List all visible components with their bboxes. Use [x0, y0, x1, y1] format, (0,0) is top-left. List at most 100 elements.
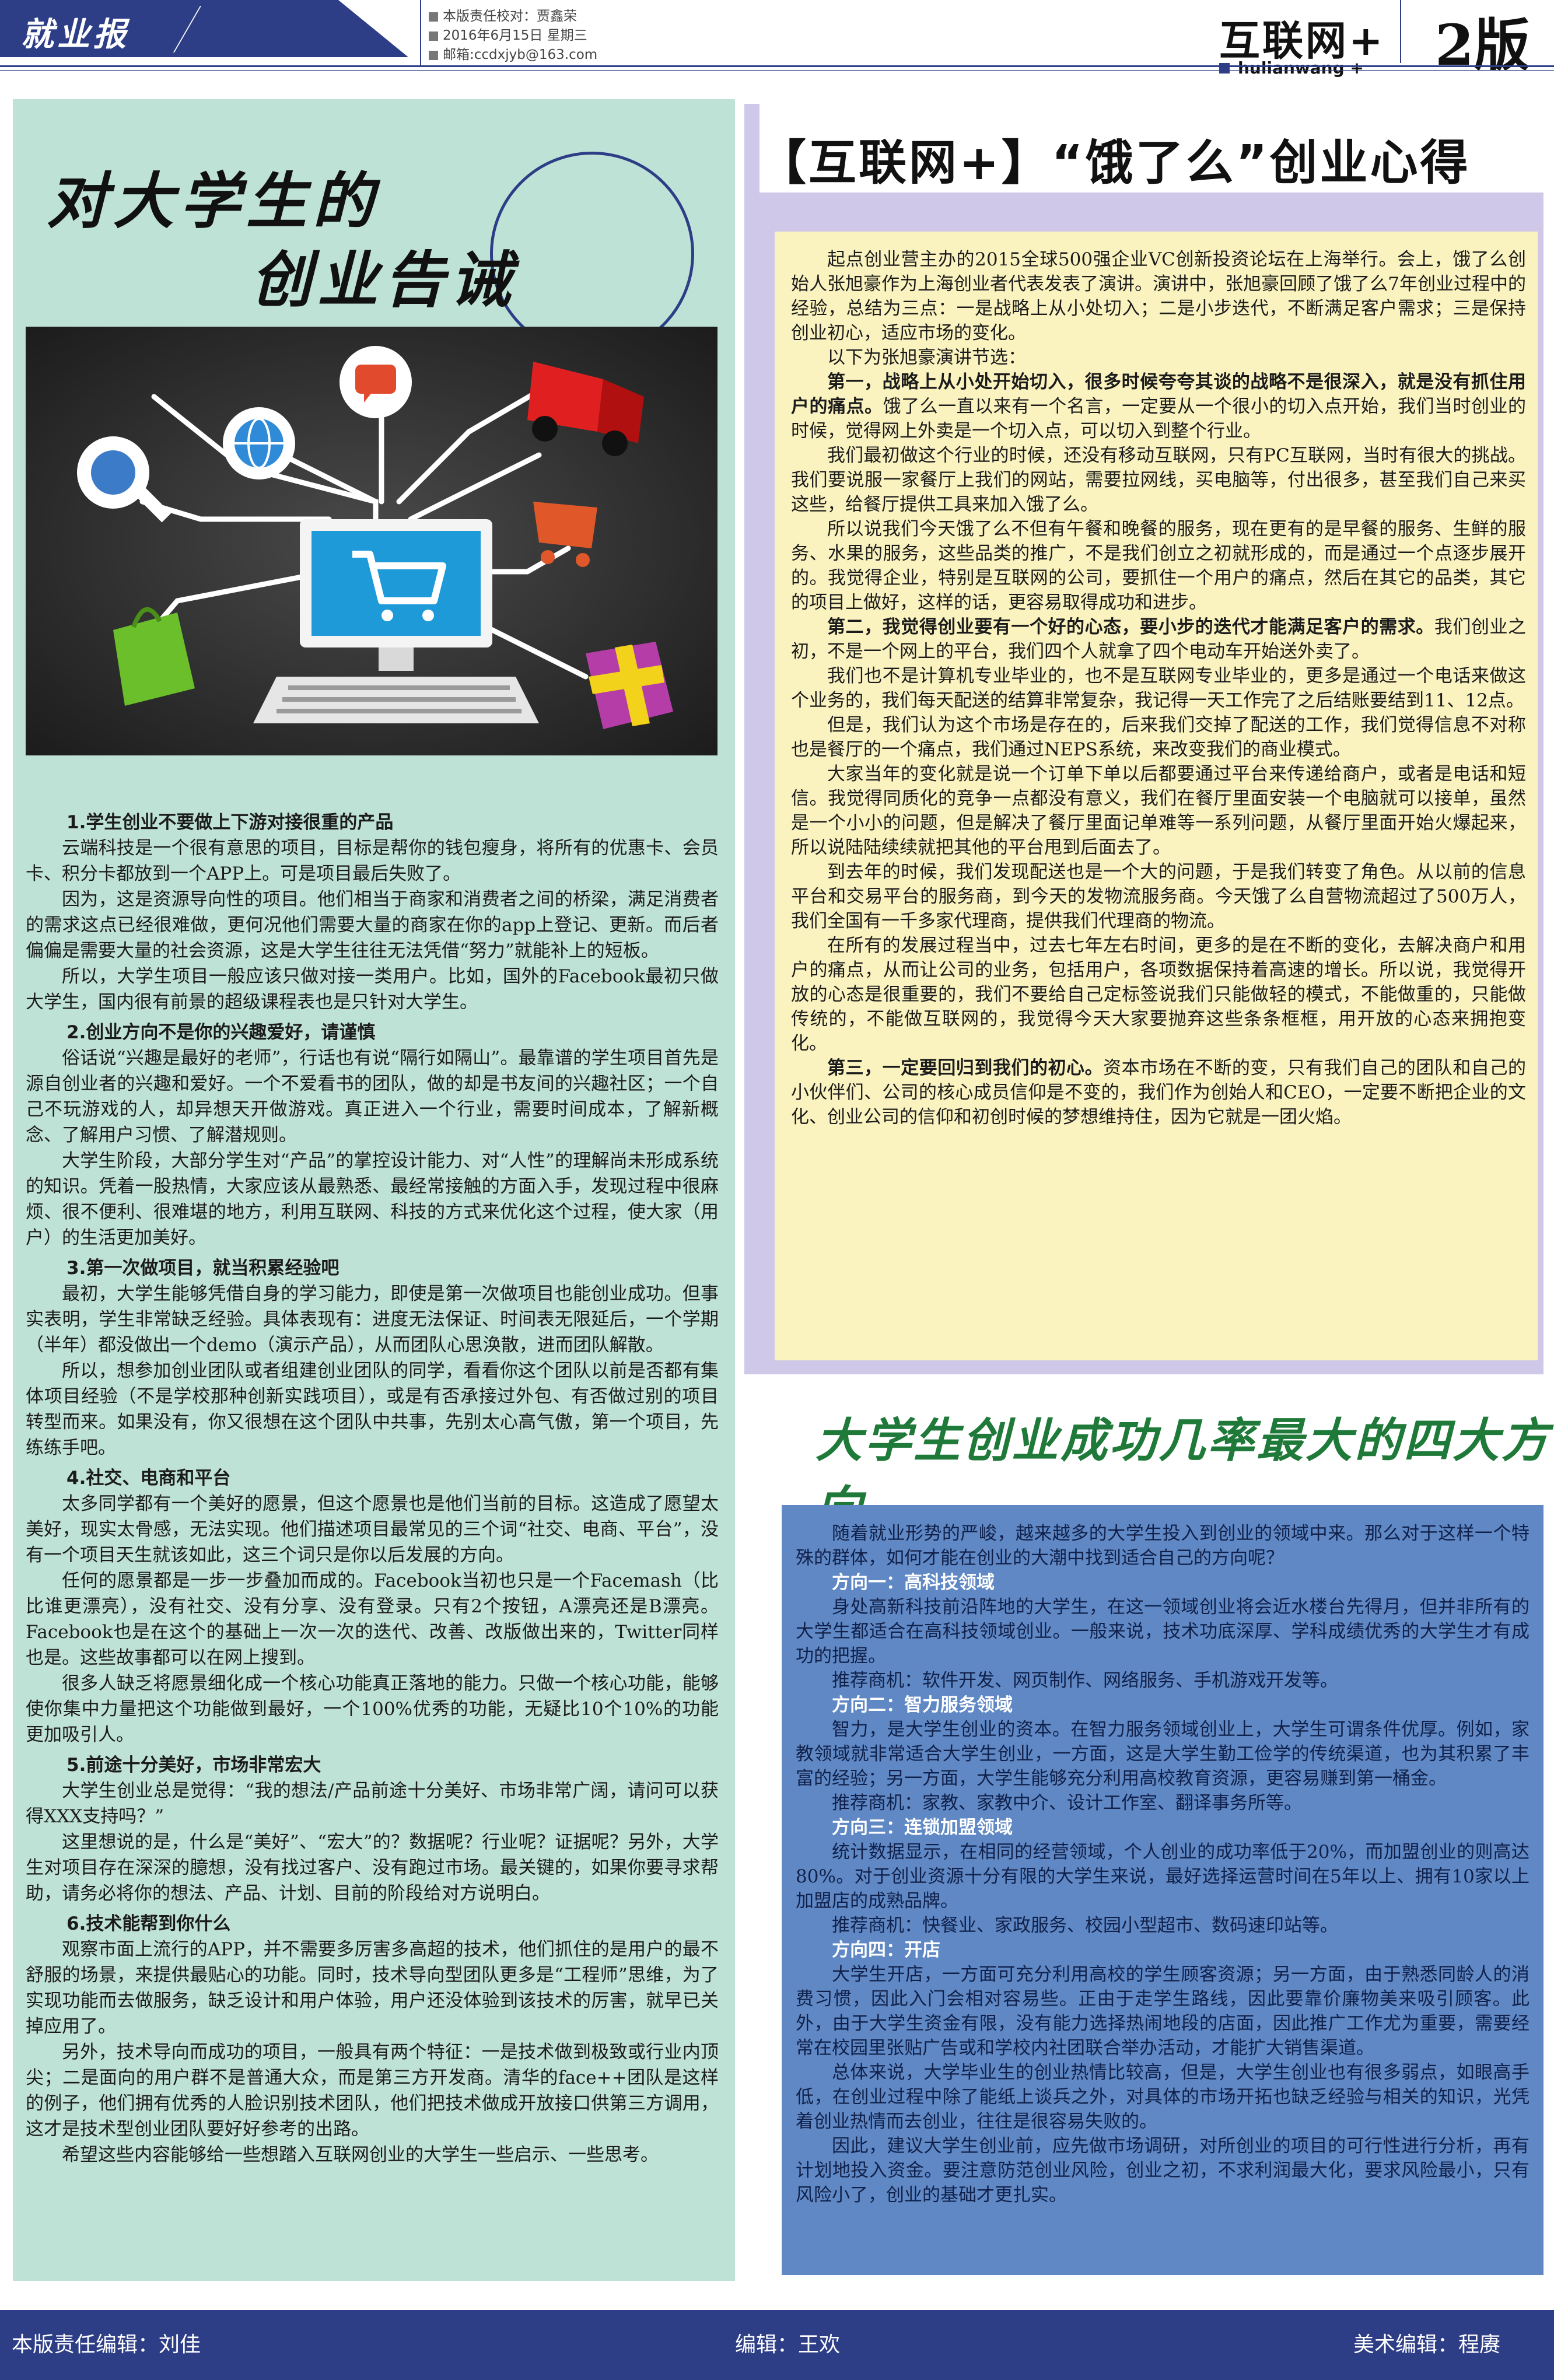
- edition-number: 2版: [1435, 12, 1530, 78]
- left-article-paragraph: 大学生创业总是觉得：“我的想法/产品前途十分美好、市场非常广阔，请问可以获得XX…: [26, 1780, 719, 1827]
- left-article-paragraph: 任何的愿景都是一步一步叠加而成的。Facebook当初也只是一个Facemash…: [26, 1570, 719, 1668]
- masthead-rule-thin: [0, 70, 1554, 71]
- masthead-rule: [0, 65, 1554, 67]
- right-article-paragraph: 在所有的发展过程当中，过去七年左右时间，更多的是在不断的变化，去解决商户和用户的…: [791, 933, 1526, 1056]
- lower-article-paragraph: 推荐商机：家教、家教中介、设计工作室、翻译事务所等。: [832, 1793, 1302, 1814]
- right-article-paragraph: 第二，我觉得创业要有一个好的心态，要小步的迭代才能满足客户的需求。我们创业之初，…: [791, 615, 1526, 664]
- delivery-truck-icon: [527, 362, 644, 456]
- right-article-paragraph: 但是，我们认为这个市场是存在的，后来我们交掉了配送的工作，我们觉得信息不对称也是…: [791, 713, 1526, 762]
- lower-article-paragraph: 因此，建议大学生创业前，应先做市场调研，对所创业的项目的可行性进行分析，再有计划…: [796, 2136, 1530, 2206]
- right-article-title: 【互联网+】“饿了么”创业心得: [758, 135, 1471, 191]
- title-circle-decoration: [490, 152, 694, 356]
- proofreader-line: 本版责任校对：贾鑫荣: [443, 9, 577, 24]
- left-article-paragraph: 太多同学都有一个美好的愿景，但这个愿景也是他们当前的目标。这造成了愿望太美好，现…: [26, 1493, 719, 1566]
- magnifier-icon: [77, 436, 172, 523]
- right-article-point: 第一，战略上从小处开始切入，很多时候夸夸其谈的战略不是很深入，就是没有抓住用户的…: [791, 372, 1526, 417]
- section-title: 互联网+: [1219, 16, 1385, 65]
- right-article-text-box: [775, 232, 1538, 1360]
- right-article-paragraph: 我们也不是计算机专业毕业的，也不是互联网专业毕业的，更多是通过一个电话来做这个业…: [791, 664, 1526, 713]
- footer-art-editor: 美术编辑：程赓: [1353, 2333, 1501, 2357]
- left-article-title-line1: 对大学生的: [47, 165, 380, 237]
- right-article-paragraph: 起点创业营主办的2015全球500强企业VC创新投资论坛在上海举行。会上，饿了么…: [791, 247, 1526, 345]
- section-subtitle: hulianwang +: [1219, 58, 1364, 78]
- chat-bubble-icon: [340, 346, 412, 418]
- lower-article-panel: [782, 1505, 1544, 2275]
- right-article-point: 第二，我觉得创业要有一个好的心态，要小步的迭代才能满足客户的需求。: [827, 617, 1434, 638]
- left-article-paragraph: 所以，大学生项目一般应该只做对接一类用户。比如，国外的Facebook最初只做大…: [26, 966, 719, 1013]
- date-line: 2016年6月15日 星期三: [443, 28, 587, 43]
- left-article-heading: 2.创业方向不是你的兴趣爱好，请谨慎: [66, 1022, 376, 1043]
- footer-editor: 编辑：王欢: [735, 2333, 841, 2357]
- lower-article-heading: 方向二：智力服务领域: [832, 1695, 1013, 1716]
- right-article-paragraph: 我们最初做这个行业的时候，还没有移动互联网，只有PC互联网，当时有很大的挑战。我…: [791, 443, 1526, 517]
- right-article-title-box: [744, 104, 1544, 191]
- right-title-left-bar: [744, 104, 760, 208]
- right-article-paragraph: 第三，一定要回归到我们的初心。资本市场在不断的变，只有我们自己的团队和自己的小伙…: [791, 1056, 1526, 1129]
- right-article-text: 大家当年的变化就是说一个订单下单以后都要通过平台来传递给商户，或者是电话和短信。…: [791, 764, 1526, 858]
- right-title-bottom-bar: [744, 192, 1544, 208]
- left-article-title-line2: 创业告诫: [251, 244, 517, 316]
- email-line: 邮箱:ccdxjyb@163.com: [443, 47, 598, 62]
- left-article-paragraph: 俗话说“兴趣是最好的老师”，行话也有说“隔行如隔山”。最靠谱的学生项目首先是源自…: [26, 1048, 719, 1146]
- shopping-cart-icon: [533, 502, 597, 567]
- right-article-text: 所以说我们今天饿了么不但有午餐和晚餐的服务，现在更有的是早餐的服务、生鲜的服务、…: [791, 519, 1526, 613]
- right-article-text: 在所有的发展过程当中，过去七年左右时间，更多的是在不断的变化，去解决商户和用户的…: [791, 935, 1526, 1054]
- right-article-text: 但是，我们认为这个市场是存在的，后来我们交掉了配送的工作，我们觉得信息不对称也是…: [791, 715, 1526, 760]
- globe-icon: [223, 407, 295, 480]
- masthead-separator: [420, 0, 421, 65]
- left-article-paragraph: 很多人缺乏将愿景细化成一个核心功能真正落地的能力。只做一个核心功能，能够使你集中…: [26, 1673, 719, 1745]
- right-article-text: 我们创业之初，不是一个网上的平台，我们四个人就拿了四个电动车开始送外卖了。: [791, 617, 1527, 662]
- lower-article-heading: 方向三：连锁加盟领域: [832, 1817, 1013, 1838]
- left-article-paragraph: 因为，这是资源导向性的项目。他们相当于商家和消费者之间的桥梁，满足消费者的需求这…: [26, 889, 719, 961]
- left-article-heading: 5.前途十分美好，市场非常宏大: [66, 1755, 321, 1776]
- left-article-paragraph: 观察市面上流行的APP，并不需要多厉害多高超的技术，他们抓住的是用户的最不舒服的…: [26, 1939, 719, 2037]
- right-article-text: 我们也不是计算机专业毕业的，也不是互联网专业毕业的，更多是通过一个电话来做这个业…: [791, 666, 1526, 711]
- left-article-paragraph: 所以，想参加创业团队或者组建创业团队的同学，看看你这个团队以前是否都有集体项目经…: [26, 1360, 719, 1458]
- newspaper-logo-bar: 就业报: [0, 0, 408, 57]
- left-article-paragraph: 大学生阶段，大部分学生对“产品”的掌控设计能力、对“人性”的理解尚未形成系统的知…: [26, 1150, 719, 1248]
- right-article-text: 饿了么一直以来有一个名言，一定要从一个很小的切入点开始，我们当时创业的时候，觉得…: [791, 396, 1527, 442]
- masthead-meta: 本版责任校对：贾鑫荣 2016年6月15日 星期三 邮箱:ccdxjyb@163…: [429, 7, 662, 65]
- right-article-text: 以下为张旭豪演讲节选：: [827, 347, 1026, 368]
- shopping-bag-icon: [113, 607, 195, 706]
- lower-article-paragraph: 身处高新科技前沿阵地的大学生，在这一领域创业将会近水楼台先得月，但并非所有的大学…: [796, 1597, 1530, 1667]
- right-article-paragraph: 所以说我们今天饿了么不但有午餐和晚餐的服务，现在更有的是早餐的服务、生鲜的服务、…: [791, 517, 1526, 615]
- lower-article-paragraph: 推荐商机：软件开发、网页制作、网络服务、手机游戏开发等。: [832, 1670, 1338, 1691]
- newspaper-logo: 就业报: [21, 15, 130, 54]
- lower-article-paragraph: 大学生开店，一方面可充分利用高校的学生顾客资源；另一方面，由于熟悉同龄人的消费习…: [796, 1964, 1530, 2059]
- left-article-heading: 4.社交、电商和平台: [66, 1468, 231, 1489]
- right-article-paragraph: 第一，战略上从小处开始切入，很多时候夸夸其谈的战略不是很深入，就是没有抓住用户的…: [791, 370, 1526, 443]
- right-article-paragraph: 以下为张旭豪演讲节选：: [791, 345, 1526, 370]
- edition-separator: [1400, 0, 1401, 63]
- lower-article-paragraph: 总体来说，大学毕业生的创业热情比较高，但是，大学生创业也有很多弱点，如眼高手低，…: [796, 2062, 1530, 2132]
- lower-article-paragraph: 随着就业形势的严峻，越来越多的大学生投入到创业的领域中来。那么对于这样一个特殊的…: [796, 1523, 1530, 1569]
- right-article-text: 我们最初做这个行业的时候，还没有移动互联网，只有PC互联网，当时有很大的挑战。我…: [791, 445, 1526, 515]
- ecommerce-illustration: [26, 327, 718, 755]
- right-article-body: 起点创业营主办的2015全球500强企业VC创新投资论坛在上海举行。会上，饿了么…: [791, 247, 1526, 1129]
- right-article-paragraph: 到去年的时候，我们发现配送也是一个大的问题，于是我们转变了角色。从以前的信息平台…: [791, 860, 1526, 933]
- lower-article-title: 大学生创业成功几率最大的四大方向: [816, 1413, 1550, 1535]
- right-article-text: 起点创业营主办的2015全球500强企业VC创新投资论坛在上海举行。会上，饿了么…: [791, 249, 1526, 344]
- right-article-text: 资本市场在不断的变，只有我们自己的团队和自己的小伙伴们、公司的核心成员信仰是不变…: [791, 1058, 1526, 1128]
- footer-chief-editor: 本版责任编辑：刘佳: [12, 2333, 201, 2357]
- footer-bar: 本版责任编辑：刘佳 编辑：王欢 美术编辑：程赓: [0, 2310, 1554, 2380]
- lower-article-paragraph: 智力，是大学生创业的资本。在智力服务领域创业上，大学生可谓条件优厚。例如，家教领…: [796, 1719, 1530, 1789]
- right-article-paragraph: 大家当年的变化就是说一个订单下单以后都要通过平台来传递给商户，或者是电话和短信。…: [791, 762, 1526, 860]
- lower-article-paragraph: 推荐商机：快餐业、家政服务、校园小型超市、数码速印站等。: [832, 1915, 1338, 1936]
- left-article-heading: 1.学生创业不要做上下游对接很重的产品: [66, 812, 394, 833]
- lower-article-body: 随着就业形势的严峻，越来越多的大学生投入到创业的领域中来。那么对于这样一个特殊的…: [796, 1521, 1530, 2207]
- left-article-paragraph: 云端科技是一个很有意思的项目，目标是帮你的钱包瘦身，将所有的优惠卡、会员卡、积分…: [26, 838, 719, 884]
- lower-article-heading: 方向四：开店: [832, 1940, 940, 1961]
- left-article-heading: 6.技术能帮到你什么: [66, 1913, 231, 1934]
- left-article-heading: 3.第一次做项目，就当积累经验吧: [66, 1258, 340, 1279]
- left-article-paragraph: 最初，大学生能够凭借自身的学习能力，即使是第一次做项目也能创业成功。但事实表明，…: [26, 1283, 719, 1356]
- gift-box-icon: [586, 642, 673, 729]
- left-article-paragraph: 希望这些内容能够给一些想踏入互联网创业的大学生一些启示、一些思考。: [62, 2144, 659, 2165]
- left-article-paragraph: 另外，技术导向而成功的项目，一般具有两个特征：一是技术做到极致或行业内顶尖；二是…: [26, 2042, 719, 2140]
- computer-monitor-icon: [253, 519, 539, 723]
- lower-article-heading: 方向一：高科技领域: [832, 1572, 995, 1593]
- right-article-point: 第三，一定要回归到我们的初心。: [827, 1058, 1104, 1079]
- right-article-text: 到去年的时候，我们发现配送也是一个大的问题，于是我们转变了角色。从以前的信息平台…: [791, 862, 1526, 932]
- left-article-paragraph: 这里想说的是，什么是“美好”、“宏大”的？数据呢？行业呢？证据呢？另外，大学生对…: [26, 1832, 719, 1904]
- lower-article-paragraph: 统计数据显示，在相同的经营领域，个人创业的成功率低于20%，而加盟创业的则高达8…: [796, 1842, 1530, 1912]
